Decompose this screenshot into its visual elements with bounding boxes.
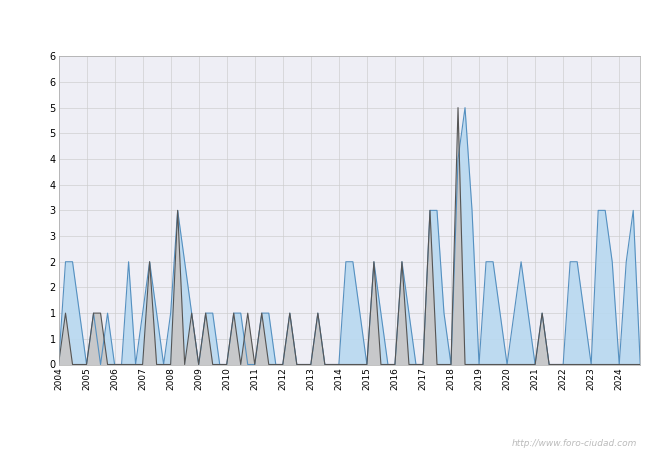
Text: http://www.foro-ciudad.com: http://www.foro-ciudad.com	[512, 439, 637, 448]
Text: Ataquines - Evolucion del Nº de Transacciones Inmobiliarias: Ataquines - Evolucion del Nº de Transacc…	[106, 18, 544, 33]
